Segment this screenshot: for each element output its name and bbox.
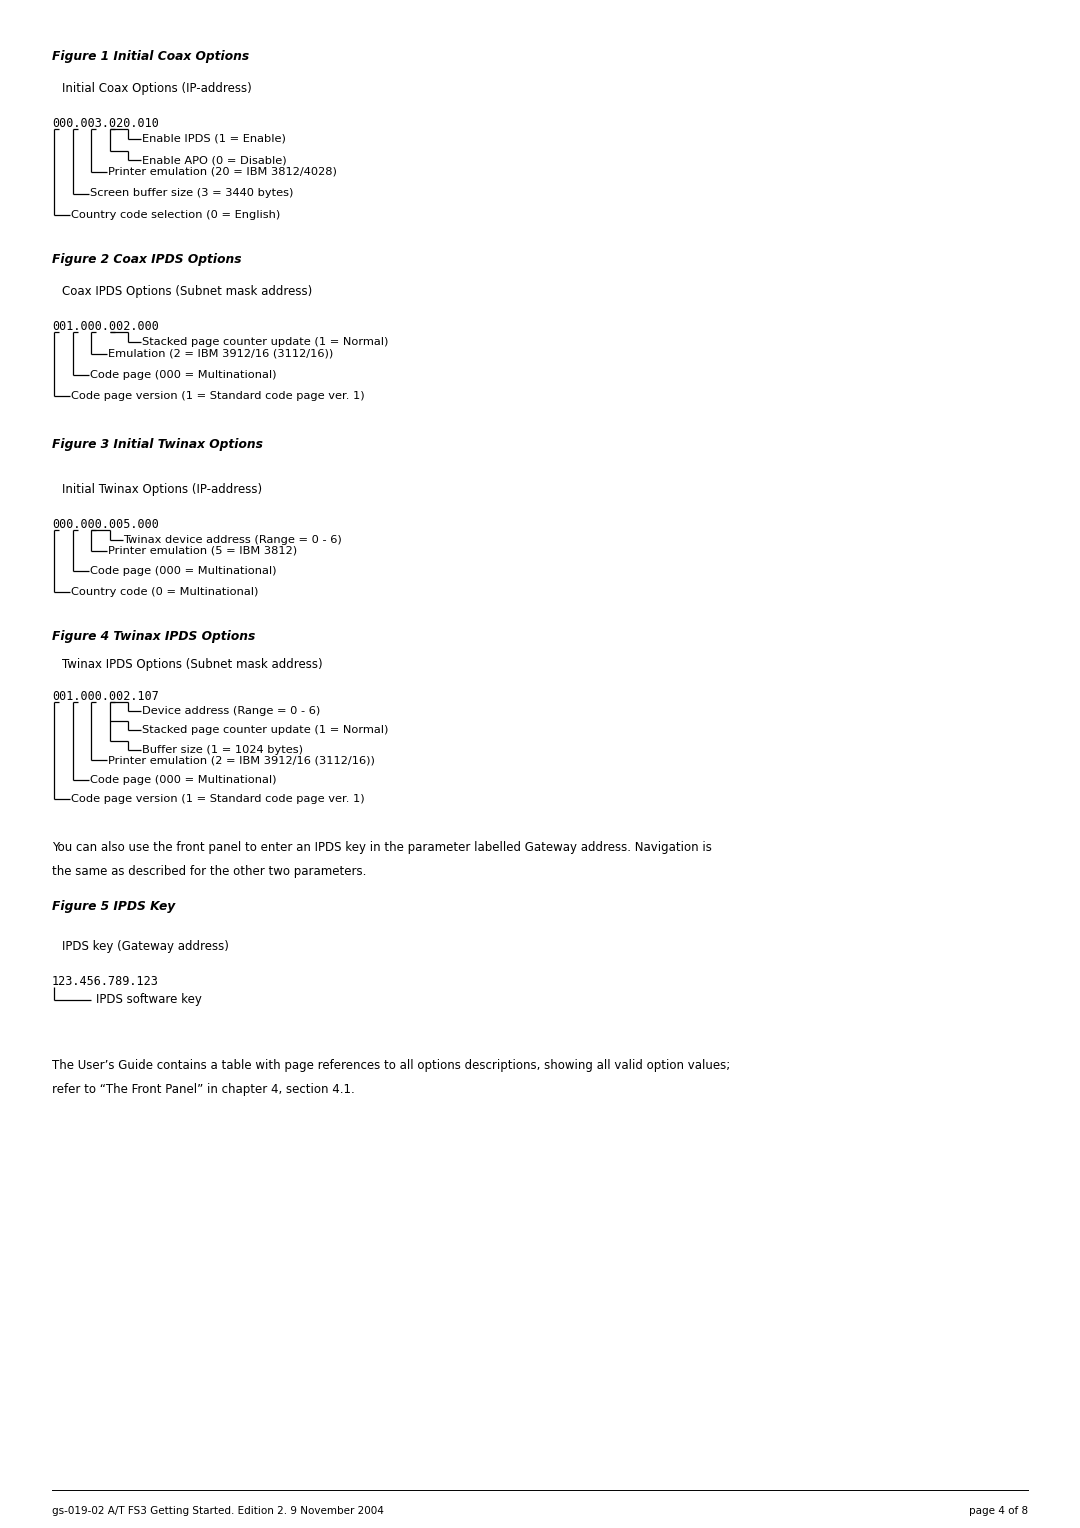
Text: Printer emulation (5 = IBM 3812): Printer emulation (5 = IBM 3812) [108, 545, 297, 556]
Text: Device address (Range = 0 - 6): Device address (Range = 0 - 6) [141, 706, 321, 715]
Text: Emulation (2 = IBM 3912/16 (3112/16)): Emulation (2 = IBM 3912/16 (3112/16)) [108, 348, 334, 359]
Text: You can also use the front panel to enter an IPDS key in the parameter labelled : You can also use the front panel to ente… [52, 842, 712, 854]
Text: Figure 5 IPDS Key: Figure 5 IPDS Key [52, 900, 175, 914]
Text: Code page version (1 = Standard code page ver. 1): Code page version (1 = Standard code pag… [71, 391, 365, 402]
Text: 000.003.020.010: 000.003.020.010 [52, 118, 159, 130]
Text: Code page (000 = Multinational): Code page (000 = Multinational) [90, 775, 276, 785]
Text: Twinax device address (Range = 0 - 6): Twinax device address (Range = 0 - 6) [123, 535, 342, 544]
Text: 123.456.789.123: 123.456.789.123 [52, 975, 159, 989]
Text: Initial Twinax Options (IP-address): Initial Twinax Options (IP-address) [62, 483, 262, 497]
Text: Enable IPDS (1 = Enable): Enable IPDS (1 = Enable) [141, 133, 286, 144]
Text: IPDS key (Gateway address): IPDS key (Gateway address) [62, 941, 229, 953]
Text: 001.000.002.000: 001.000.002.000 [52, 319, 159, 333]
Text: Coax IPDS Options (Subnet mask address): Coax IPDS Options (Subnet mask address) [62, 286, 312, 298]
Text: Code page version (1 = Standard code page ver. 1): Code page version (1 = Standard code pag… [71, 795, 365, 805]
Text: Twinax IPDS Options (Subnet mask address): Twinax IPDS Options (Subnet mask address… [62, 659, 323, 671]
Text: Stacked page counter update (1 = Normal): Stacked page counter update (1 = Normal) [141, 336, 389, 347]
Text: Buffer size (1 = 1024 bytes): Buffer size (1 = 1024 bytes) [141, 744, 303, 755]
Text: Initial Coax Options (IP-address): Initial Coax Options (IP-address) [62, 83, 252, 95]
Text: Printer emulation (2 = IBM 3912/16 (3112/16)): Printer emulation (2 = IBM 3912/16 (3112… [108, 755, 375, 766]
Text: Figure 2 Coax IPDS Options: Figure 2 Coax IPDS Options [52, 254, 242, 266]
Text: gs-019-02 A/T FS3 Getting Started. Edition 2. 9 November 2004: gs-019-02 A/T FS3 Getting Started. Editi… [52, 1507, 383, 1516]
Text: Stacked page counter update (1 = Normal): Stacked page counter update (1 = Normal) [141, 726, 389, 735]
Text: IPDS software key: IPDS software key [96, 993, 202, 1005]
Text: Enable APO (0 = Disable): Enable APO (0 = Disable) [141, 156, 286, 165]
Text: Code page (000 = Multinational): Code page (000 = Multinational) [90, 370, 276, 380]
Text: 000.000.005.000: 000.000.005.000 [52, 518, 159, 532]
Text: Figure 3 Initial Twinax Options: Figure 3 Initial Twinax Options [52, 439, 262, 451]
Text: The User’s Guide contains a table with page references to all options descriptio: The User’s Guide contains a table with p… [52, 1059, 730, 1073]
Text: Country code selection (0 = English): Country code selection (0 = English) [71, 209, 280, 220]
Text: Printer emulation (20 = IBM 3812/4028): Printer emulation (20 = IBM 3812/4028) [108, 167, 337, 177]
Text: 001.000.002.107: 001.000.002.107 [52, 691, 159, 703]
Text: Figure 1 Initial Coax Options: Figure 1 Initial Coax Options [52, 50, 249, 63]
Text: Country code (0 = Multinational): Country code (0 = Multinational) [71, 587, 258, 597]
Text: refer to “The Front Panel” in chapter 4, section 4.1.: refer to “The Front Panel” in chapter 4,… [52, 1083, 354, 1097]
Text: Screen buffer size (3 = 3440 bytes): Screen buffer size (3 = 3440 bytes) [90, 188, 293, 199]
Text: page 4 of 8: page 4 of 8 [969, 1507, 1028, 1516]
Text: Figure 4 Twinax IPDS Options: Figure 4 Twinax IPDS Options [52, 630, 255, 643]
Text: Code page (000 = Multinational): Code page (000 = Multinational) [90, 567, 276, 576]
Text: the same as described for the other two parameters.: the same as described for the other two … [52, 865, 366, 879]
